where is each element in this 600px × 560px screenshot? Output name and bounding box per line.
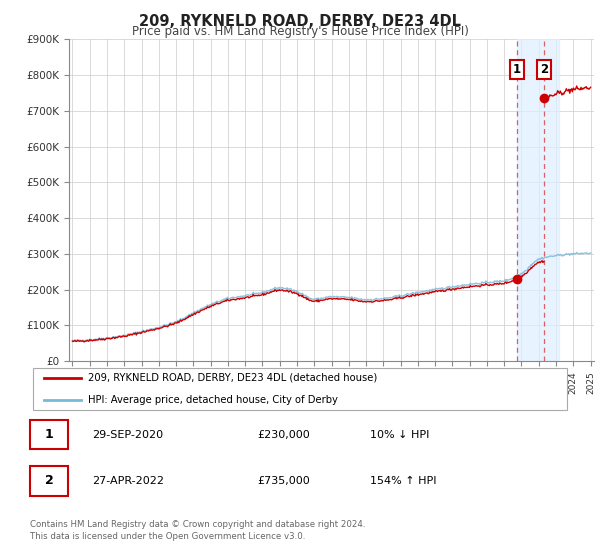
FancyBboxPatch shape <box>30 420 68 449</box>
Text: 27-APR-2022: 27-APR-2022 <box>92 476 164 486</box>
FancyBboxPatch shape <box>30 466 68 496</box>
Bar <box>517 39 559 361</box>
Text: £735,000: £735,000 <box>257 476 310 486</box>
Text: Contains HM Land Registry data © Crown copyright and database right 2024.: Contains HM Land Registry data © Crown c… <box>30 520 365 529</box>
Text: 10% ↓ HPI: 10% ↓ HPI <box>370 430 430 440</box>
Text: 2: 2 <box>44 474 53 488</box>
Text: 1: 1 <box>44 428 53 441</box>
Text: This data is licensed under the Open Government Licence v3.0.: This data is licensed under the Open Gov… <box>30 532 305 541</box>
Text: 209, RYKNELD ROAD, DERBY, DE23 4DL: 209, RYKNELD ROAD, DERBY, DE23 4DL <box>139 14 461 29</box>
Text: 209, RYKNELD ROAD, DERBY, DE23 4DL (detached house): 209, RYKNELD ROAD, DERBY, DE23 4DL (deta… <box>88 372 377 382</box>
Text: 1: 1 <box>513 63 521 76</box>
Text: £230,000: £230,000 <box>257 430 310 440</box>
FancyBboxPatch shape <box>33 367 568 410</box>
Text: 154% ↑ HPI: 154% ↑ HPI <box>370 476 437 486</box>
Text: Price paid vs. HM Land Registry's House Price Index (HPI): Price paid vs. HM Land Registry's House … <box>131 25 469 38</box>
Text: 2: 2 <box>541 63 548 76</box>
Text: HPI: Average price, detached house, City of Derby: HPI: Average price, detached house, City… <box>88 395 338 405</box>
Text: 29-SEP-2020: 29-SEP-2020 <box>92 430 163 440</box>
